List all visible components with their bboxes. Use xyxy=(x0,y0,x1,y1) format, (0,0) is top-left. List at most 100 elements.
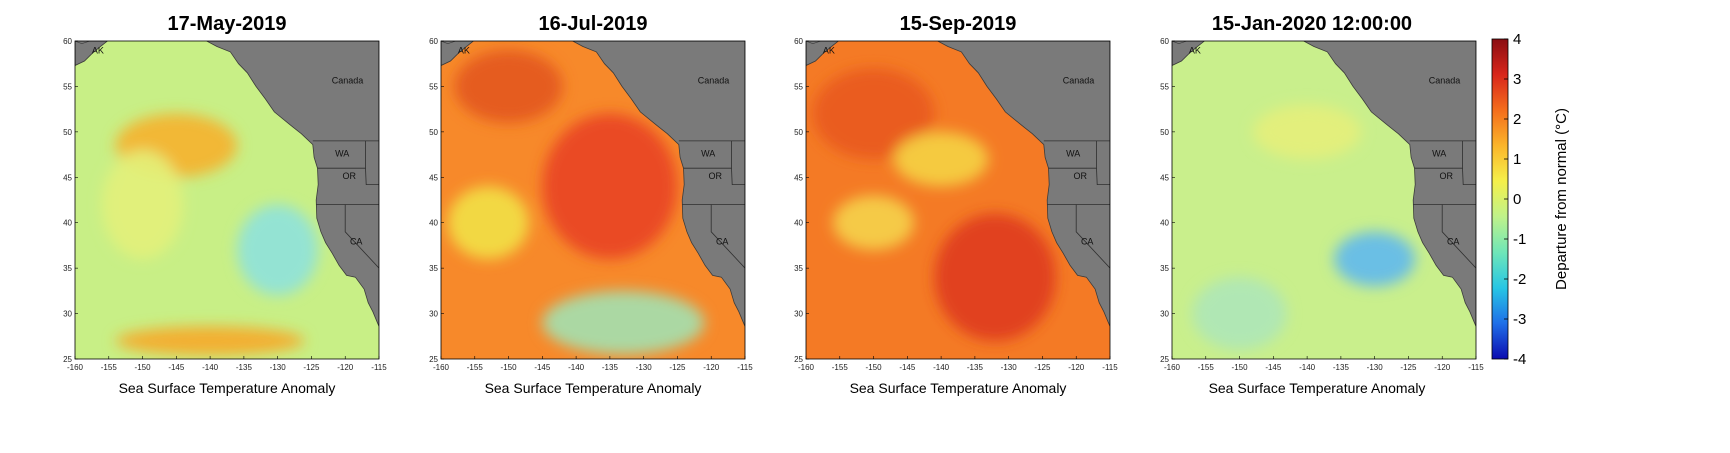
panel-xlabel-1: Sea Surface Temperature Anomaly xyxy=(118,380,336,396)
y-tick-label: 35 xyxy=(429,264,438,273)
y-tick-label: 30 xyxy=(794,310,803,319)
x-tick-label: -125 xyxy=(1400,363,1417,372)
region-label-ak: AK xyxy=(823,46,835,56)
y-tick-label: 55 xyxy=(429,82,438,91)
y-tick-label: 35 xyxy=(794,264,803,273)
y-tick-label: 50 xyxy=(794,128,803,137)
y-tick-label: 45 xyxy=(1160,173,1169,182)
region-label-wa: WA xyxy=(701,148,715,158)
x-tick-label: -140 xyxy=(1299,363,1316,372)
x-tick-label: -160 xyxy=(67,363,84,372)
x-tick-label: -130 xyxy=(1367,363,1384,372)
colorbar-label: Departure from normal (°C) xyxy=(1553,108,1570,290)
land-mask xyxy=(806,41,1110,327)
anomaly-blob-2 xyxy=(812,68,935,160)
border-line-4 xyxy=(731,168,745,186)
x-tick-label: -150 xyxy=(1232,363,1249,372)
colorbar-tick-label: 2 xyxy=(1513,111,1521,128)
x-tick-label: -160 xyxy=(1164,363,1181,372)
anomaly-blob-4 xyxy=(102,150,184,260)
region-label-or: OR xyxy=(1074,171,1088,181)
anomaly-blob-3 xyxy=(237,204,319,296)
y-tick-label: 50 xyxy=(429,128,438,137)
anomaly-blobs xyxy=(447,50,705,355)
border-line-4 xyxy=(365,168,379,186)
region-label-canada: Canada xyxy=(332,76,364,86)
anomaly-blobs xyxy=(812,68,1056,341)
panel-title-3: 15-Sep-2019 xyxy=(899,13,1017,35)
anomaly-blob-3 xyxy=(1192,277,1287,350)
anomaly-blob-2 xyxy=(454,50,563,123)
land-mask xyxy=(441,41,745,327)
y-tick-label: 50 xyxy=(1160,128,1169,137)
y-tick-label: 40 xyxy=(429,219,438,228)
x-tick-label: -120 xyxy=(1434,363,1451,372)
anomaly-blob-2 xyxy=(115,326,305,356)
y-tick-label: 40 xyxy=(63,219,72,228)
y-tick-label: 55 xyxy=(1160,82,1169,91)
x-tick-label: -115 xyxy=(1102,363,1118,372)
x-tick-label: -135 xyxy=(1333,363,1350,372)
land-mask xyxy=(1172,41,1476,327)
anomaly-blob-1 xyxy=(542,113,678,260)
y-tick-label: 30 xyxy=(63,310,72,319)
x-tick-label: -160 xyxy=(433,363,450,372)
x-tick-label: -140 xyxy=(568,363,585,372)
x-tick-label: -140 xyxy=(933,363,950,372)
y-tick-label: 45 xyxy=(429,173,438,182)
x-tick-label: -130 xyxy=(1001,363,1018,372)
y-tick-label: 30 xyxy=(1160,310,1169,319)
panel-title-4: 15-Jan-2020 12:00:00 xyxy=(1211,13,1413,35)
y-tick-label: 40 xyxy=(794,219,803,228)
region-label-ca: CA xyxy=(1081,237,1094,247)
colorbar-tick-label: 0 xyxy=(1513,191,1521,208)
anomaly-blob-3 xyxy=(893,131,989,187)
anomaly-blob-1 xyxy=(1334,231,1416,287)
x-tick-label: -150 xyxy=(135,363,152,372)
x-tick-label: -145 xyxy=(534,363,551,372)
region-label-ak: AK xyxy=(458,46,470,56)
x-tick-label: -135 xyxy=(967,363,984,372)
region-label-ak: AK xyxy=(92,46,104,56)
region-label-wa: WA xyxy=(1066,148,1080,158)
colorbar-tick-label: 3 xyxy=(1513,71,1521,88)
x-tick-label: -155 xyxy=(467,363,484,372)
anomaly-blob-2 xyxy=(1253,104,1362,160)
x-tick-label: -120 xyxy=(337,363,354,372)
colorbar-tick-label: -2 xyxy=(1513,271,1526,288)
x-tick-label: -145 xyxy=(1265,363,1282,372)
y-tick-label: 45 xyxy=(63,173,72,182)
region-label-canada: Canada xyxy=(1429,76,1461,86)
region-label-ca: CA xyxy=(350,237,363,247)
x-tick-label: -125 xyxy=(669,363,686,372)
border-line-5 xyxy=(1441,204,1476,269)
anomaly-blobs xyxy=(102,113,319,356)
y-tick-label: 30 xyxy=(429,310,438,319)
x-tick-label: -155 xyxy=(1198,363,1215,372)
border-line-5 xyxy=(1075,204,1110,269)
axes-frame xyxy=(1171,40,1477,360)
region-label-or: OR xyxy=(343,171,357,181)
x-tick-label: -140 xyxy=(202,363,219,372)
x-tick-label: -115 xyxy=(737,363,753,372)
y-tick-label: 40 xyxy=(1160,219,1169,228)
colorbar-tick-label: -4 xyxy=(1513,351,1526,368)
x-tick-label: -125 xyxy=(303,363,320,372)
colorbar-tick-label: -1 xyxy=(1513,231,1526,248)
y-tick-label: 25 xyxy=(63,355,72,364)
panel-title-1: 17-May-2019 xyxy=(167,13,287,35)
border-line-4 xyxy=(1096,168,1110,186)
x-tick-label: -150 xyxy=(866,363,883,372)
anomaly-blob-1 xyxy=(934,213,1056,341)
y-tick-label: 25 xyxy=(1160,355,1169,364)
x-tick-label: -130 xyxy=(270,363,287,372)
map-panel-1: AK Canada WA OR CA -160 -155 -150 -145 -140 -135 -1… xyxy=(63,37,387,372)
y-tick-label: 50 xyxy=(63,128,72,137)
panel-xlabel-4: Sea Surface Temperature Anomaly xyxy=(1208,380,1426,396)
panel-xlabel-2: Sea Surface Temperature Anomaly xyxy=(484,380,702,396)
y-tick-label: 45 xyxy=(794,173,803,182)
border-line-5 xyxy=(710,204,745,269)
x-tick-label: -145 xyxy=(168,363,185,372)
panel-xlabel-3: Sea Surface Temperature Anomaly xyxy=(849,380,1067,396)
